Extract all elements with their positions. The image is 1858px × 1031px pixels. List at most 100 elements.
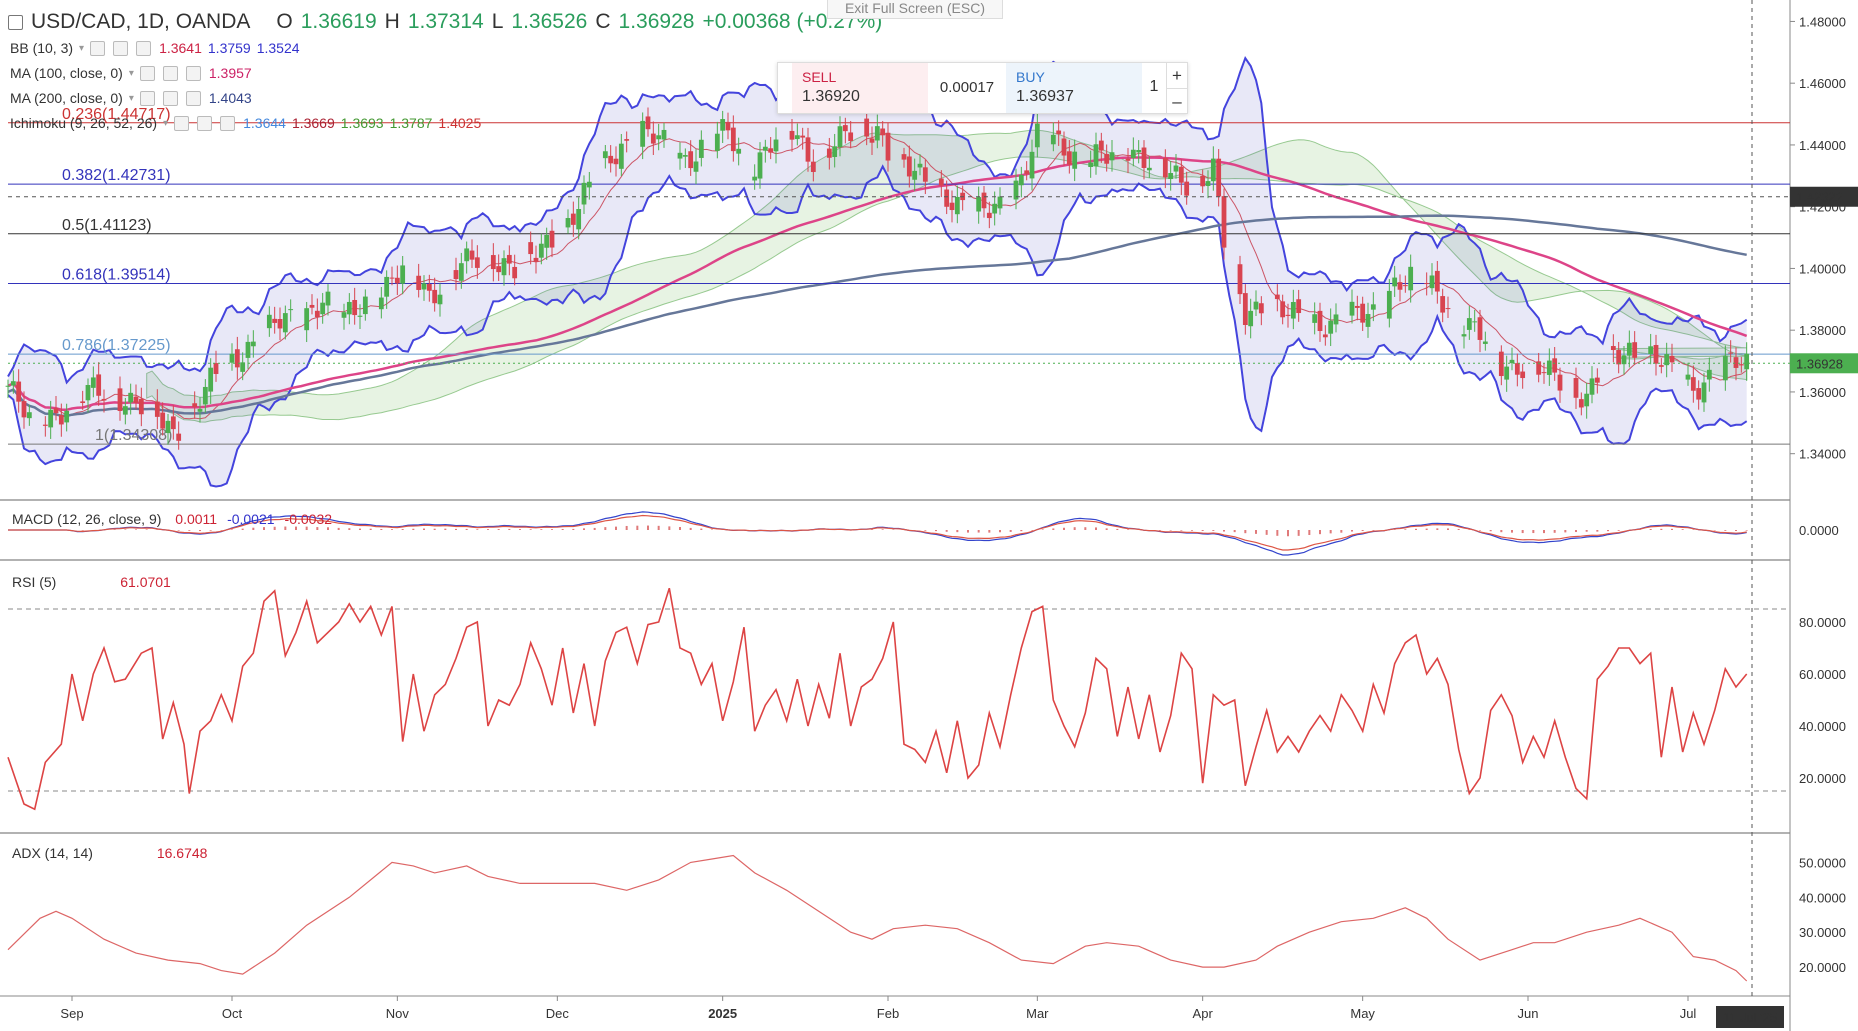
candle-body bbox=[602, 151, 608, 159]
time-tick-label: Dec bbox=[546, 1006, 570, 1021]
candle-body bbox=[416, 275, 422, 290]
adx-tick-label: 30.0000 bbox=[1799, 925, 1846, 940]
quantity-plus-button[interactable]: + bbox=[1166, 63, 1187, 88]
candle-body bbox=[1322, 334, 1328, 338]
fib-level-label: 1(1.34308) bbox=[95, 427, 172, 444]
quantity-value[interactable]: 1 bbox=[1149, 78, 1159, 95]
price-tick-label: 1.46000 bbox=[1799, 76, 1846, 91]
low-label: L bbox=[491, 10, 504, 33]
candle-body bbox=[752, 176, 758, 181]
candle-body bbox=[245, 341, 251, 358]
gear-icon[interactable] bbox=[197, 115, 213, 131]
eye-icon[interactable] bbox=[90, 40, 106, 56]
candle-body bbox=[58, 414, 64, 425]
candle-body bbox=[570, 213, 576, 225]
close-icon[interactable] bbox=[136, 40, 152, 56]
candle-body bbox=[1584, 393, 1590, 407]
candle-body bbox=[96, 374, 102, 396]
candle-body bbox=[538, 243, 544, 258]
candle-body bbox=[1098, 140, 1104, 151]
high-label: H bbox=[384, 10, 400, 33]
candle-body bbox=[10, 381, 16, 386]
legend-row[interactable]: MA (200, close, 0) ▾ 1.4043 bbox=[10, 90, 252, 106]
quantity-minus-button[interactable]: – bbox=[1166, 88, 1187, 114]
rsi-tick-label: 20.0000 bbox=[1799, 771, 1846, 786]
candle-body bbox=[48, 409, 54, 428]
close-icon[interactable] bbox=[185, 90, 201, 106]
adx-legend: ADX (14, 14) 16.6748 bbox=[12, 845, 208, 861]
candle-body bbox=[650, 133, 656, 144]
exit-fullscreen-button[interactable]: Exit Full Screen (ESC) bbox=[827, 0, 1003, 19]
chevron-down-icon[interactable]: ▾ bbox=[128, 92, 134, 104]
legend-name: MA (100, close, 0) bbox=[10, 65, 123, 81]
macd-lines bbox=[8, 511, 1748, 556]
eye-icon[interactable] bbox=[139, 65, 155, 81]
gear-icon[interactable] bbox=[162, 65, 178, 81]
candle-body bbox=[1013, 180, 1019, 200]
candle-body bbox=[1653, 344, 1659, 364]
candle-body bbox=[1429, 275, 1435, 289]
legend-row[interactable]: Ichimoku (9, 26, 52, 26) ▾ 1.3644 1.3669 1.3… bbox=[10, 115, 481, 131]
candle-body bbox=[234, 349, 240, 368]
buy-button[interactable]: BUY 1.36937 bbox=[1006, 63, 1142, 113]
time-tick-label: Sep bbox=[60, 1006, 83, 1021]
chevron-down-icon[interactable]: ▾ bbox=[128, 67, 134, 79]
candle-body bbox=[208, 367, 214, 392]
sell-button[interactable]: SELL 1.36920 bbox=[792, 63, 928, 113]
candle-body bbox=[581, 182, 587, 205]
candle-body bbox=[1328, 320, 1334, 334]
candle-body bbox=[512, 266, 518, 279]
candle-body bbox=[16, 381, 22, 402]
candle-body bbox=[64, 410, 70, 423]
candle-body bbox=[277, 319, 283, 329]
candle-body bbox=[682, 155, 688, 157]
candle-body bbox=[400, 265, 406, 284]
legend-row[interactable]: BB (10, 3) ▾ 1.3641 1.3759 1.3524 bbox=[10, 40, 300, 56]
candle-body bbox=[464, 248, 470, 262]
collapse-icon[interactable] bbox=[8, 14, 23, 30]
legend-value: 1.3524 bbox=[256, 40, 300, 56]
eye-icon[interactable] bbox=[139, 90, 155, 106]
candle-body bbox=[1445, 308, 1451, 310]
candle-body bbox=[1482, 341, 1488, 344]
legend-value: 1.3787 bbox=[389, 115, 433, 131]
low-value: 1.36526 bbox=[511, 10, 588, 33]
candle-body bbox=[176, 433, 182, 441]
price-tick-label: 1.40000 bbox=[1799, 261, 1846, 276]
eye-icon[interactable] bbox=[174, 115, 190, 131]
candle-body bbox=[800, 135, 806, 138]
buy-price: 1.36937 bbox=[1016, 88, 1074, 105]
buy-label: BUY bbox=[1016, 69, 1045, 85]
chevron-down-icon[interactable]: ▾ bbox=[163, 117, 169, 129]
chevron-down-icon[interactable]: ▾ bbox=[79, 42, 85, 54]
gear-icon[interactable] bbox=[162, 90, 178, 106]
candle-body bbox=[426, 284, 432, 291]
price-tick-label: 1.44000 bbox=[1799, 138, 1846, 153]
candle-body bbox=[1696, 388, 1702, 400]
candle-body bbox=[1744, 353, 1750, 370]
symbol-header: USD/CAD, 1D, OANDA O 1.36619 H 1.37314 L 1.… bbox=[8, 10, 882, 34]
candle-body bbox=[677, 152, 683, 159]
legend-row[interactable]: MA (100, close, 0) ▾ 1.3957 bbox=[10, 65, 252, 81]
candle-body bbox=[474, 257, 480, 268]
rsi-tick-label: 80.0000 bbox=[1799, 615, 1846, 630]
rsi-legend-value: 61.0701 bbox=[120, 574, 171, 590]
candle-body bbox=[1626, 342, 1632, 356]
candle-body bbox=[1141, 147, 1147, 168]
gear-icon[interactable] bbox=[113, 40, 129, 56]
candle-body bbox=[170, 416, 176, 430]
candle-body bbox=[1648, 346, 1654, 355]
macd-legend-value: 0.0011 bbox=[175, 511, 217, 527]
spread-value: 0.00017 bbox=[939, 79, 995, 96]
candle-body bbox=[688, 151, 694, 169]
candle-body bbox=[837, 126, 843, 148]
candle-body bbox=[490, 255, 496, 270]
open-value: 1.36619 bbox=[300, 10, 377, 33]
close-icon[interactable] bbox=[220, 115, 236, 131]
candle-body bbox=[528, 242, 534, 255]
close-icon[interactable] bbox=[185, 65, 201, 81]
price-tick-label: 1.34000 bbox=[1799, 447, 1846, 462]
candle-body bbox=[640, 120, 646, 147]
legend-value: 1.4043 bbox=[208, 90, 252, 106]
